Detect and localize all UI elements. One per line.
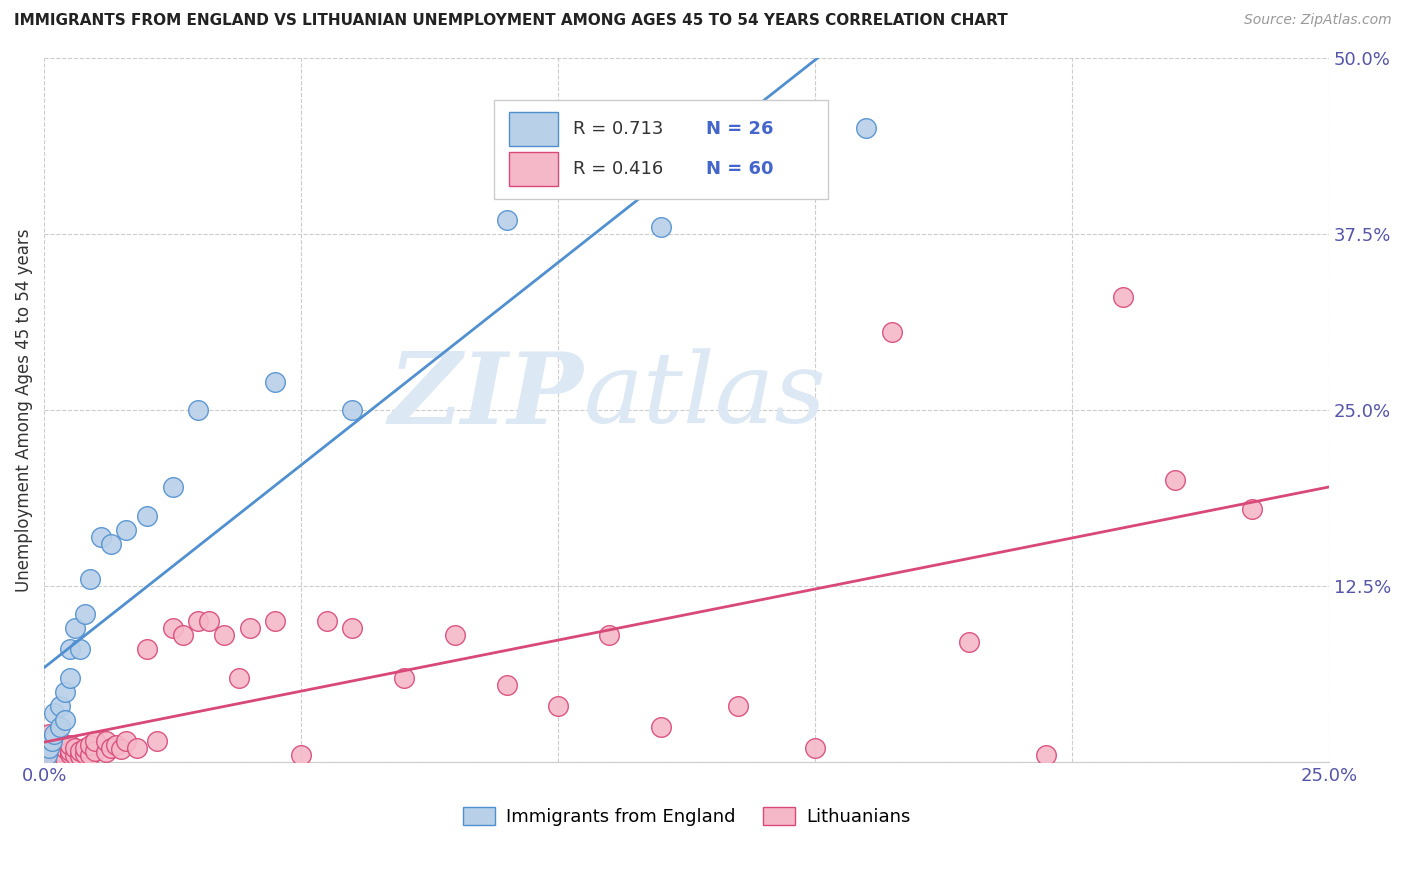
Point <box>53 741 76 756</box>
Point <box>38 741 60 756</box>
Point <box>44 741 66 756</box>
Point <box>444 628 467 642</box>
Point <box>44 706 66 720</box>
Point <box>59 747 82 761</box>
Point <box>34 751 56 765</box>
Point <box>48 749 70 764</box>
Point <box>53 713 76 727</box>
Point <box>79 738 101 752</box>
Point <box>63 747 86 762</box>
Point <box>115 734 138 748</box>
Point <box>172 628 194 642</box>
Point <box>855 121 877 136</box>
Point <box>44 727 66 741</box>
Point <box>38 738 60 752</box>
Point <box>315 614 337 628</box>
FancyBboxPatch shape <box>509 112 558 145</box>
Point <box>1035 747 1057 762</box>
Point <box>63 621 86 635</box>
Point <box>59 744 82 758</box>
Point <box>495 212 517 227</box>
Y-axis label: Unemployment Among Ages 45 to 54 years: Unemployment Among Ages 45 to 54 years <box>15 228 32 591</box>
Point <box>48 720 70 734</box>
Point <box>105 738 128 752</box>
Point <box>84 744 107 758</box>
Point <box>212 628 235 642</box>
Point <box>44 730 66 744</box>
Point <box>1240 501 1263 516</box>
Point <box>115 523 138 537</box>
Point <box>63 741 86 756</box>
Point <box>84 734 107 748</box>
Point <box>75 741 97 756</box>
Point <box>94 745 117 759</box>
Point <box>69 642 91 657</box>
Point <box>1163 473 1185 487</box>
Point <box>162 480 184 494</box>
Point <box>69 744 91 758</box>
Text: R = 0.713: R = 0.713 <box>574 120 664 138</box>
Text: R = 0.416: R = 0.416 <box>574 160 664 178</box>
Point <box>59 738 82 752</box>
Point <box>880 326 903 340</box>
Point <box>650 219 672 234</box>
Text: ZIP: ZIP <box>388 348 583 444</box>
Point <box>727 698 749 713</box>
Point <box>41 734 63 748</box>
Point <box>135 642 157 657</box>
Point <box>187 614 209 628</box>
Point <box>100 741 122 756</box>
Point <box>264 375 287 389</box>
Point <box>59 671 82 685</box>
Point <box>79 572 101 586</box>
Point <box>650 720 672 734</box>
Point <box>1112 290 1135 304</box>
Point <box>264 614 287 628</box>
Point <box>94 734 117 748</box>
Point <box>146 734 169 748</box>
Point <box>598 628 620 642</box>
Point <box>239 621 262 635</box>
Point <box>547 698 569 713</box>
Point <box>957 635 980 649</box>
Point <box>44 747 66 762</box>
Point <box>38 727 60 741</box>
Point <box>59 642 82 657</box>
Point <box>162 621 184 635</box>
Point <box>53 751 76 765</box>
Point <box>35 747 58 762</box>
Point <box>35 747 58 762</box>
FancyBboxPatch shape <box>494 100 828 199</box>
Point <box>48 744 70 758</box>
Point <box>38 744 60 758</box>
Point <box>75 607 97 622</box>
Point <box>197 614 219 628</box>
Point <box>110 742 132 756</box>
Point <box>79 747 101 762</box>
Text: Source: ZipAtlas.com: Source: ZipAtlas.com <box>1244 13 1392 28</box>
Point <box>495 678 517 692</box>
Text: IMMIGRANTS FROM ENGLAND VS LITHUANIAN UNEMPLOYMENT AMONG AGES 45 TO 54 YEARS COR: IMMIGRANTS FROM ENGLAND VS LITHUANIAN UN… <box>14 13 1008 29</box>
Point <box>290 747 312 762</box>
Point <box>125 741 148 756</box>
Point <box>228 671 250 685</box>
Text: N = 60: N = 60 <box>706 160 773 178</box>
Point <box>342 403 364 417</box>
Point <box>100 537 122 551</box>
Legend: Immigrants from England, Lithuanians: Immigrants from England, Lithuanians <box>456 799 918 833</box>
Point <box>804 741 827 756</box>
Point <box>392 671 415 685</box>
FancyBboxPatch shape <box>509 152 558 186</box>
Text: atlas: atlas <box>583 348 827 443</box>
Point <box>48 734 70 748</box>
Point <box>69 749 91 764</box>
Point <box>75 747 97 761</box>
Point <box>187 403 209 417</box>
Point <box>53 684 76 698</box>
Text: N = 26: N = 26 <box>706 120 773 138</box>
Point <box>342 621 364 635</box>
Point <box>90 530 112 544</box>
Point <box>135 508 157 523</box>
Point <box>48 698 70 713</box>
